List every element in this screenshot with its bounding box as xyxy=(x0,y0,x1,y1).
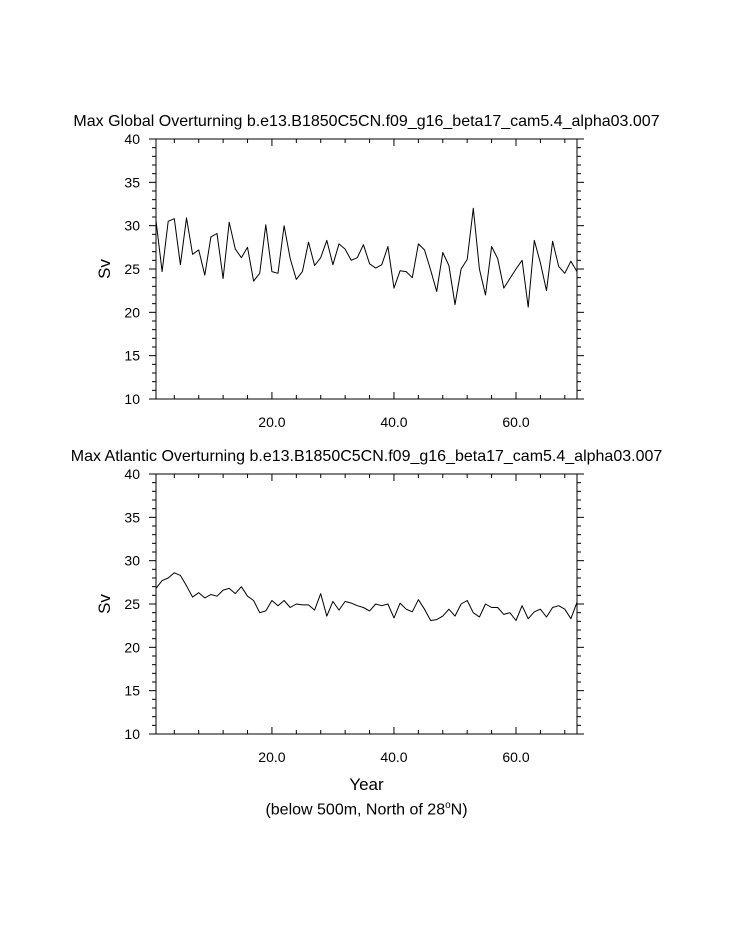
x-tick-label: 60.0 xyxy=(502,414,529,430)
caption-degree-superscript: o xyxy=(445,800,451,811)
y-tick-label: 10 xyxy=(124,391,140,407)
x-tick-label: 20.0 xyxy=(258,414,285,430)
y-tick-label: 10 xyxy=(124,726,140,742)
atlantic-overturning-panel: Max Atlantic Overturning b.e13.B1850C5CN… xyxy=(71,448,663,794)
x-axis-label: Year xyxy=(349,775,384,794)
chart-title: Max Atlantic Overturning b.e13.B1850C5CN… xyxy=(71,448,663,465)
x-tick-label: 20.0 xyxy=(258,749,285,765)
x-tick-label: 40.0 xyxy=(380,749,407,765)
x-tick-label: 40.0 xyxy=(380,414,407,430)
y-tick-label: 20 xyxy=(124,639,140,655)
plot-frame xyxy=(155,138,578,400)
chart-title: Max Global Overturning b.e13.B1850C5CN.f… xyxy=(73,113,659,130)
plot-frame xyxy=(155,473,578,735)
caption-suffix: N) xyxy=(450,801,468,819)
x-tick-label: 60.0 xyxy=(502,749,529,765)
y-axis-label: Sv xyxy=(95,594,114,614)
y-tick-label: 35 xyxy=(124,509,140,525)
y-tick-label: 20 xyxy=(124,304,140,320)
y-tick-label: 25 xyxy=(124,261,140,277)
global-overturning-panel: Max Global Overturning b.e13.B1850C5CN.f… xyxy=(73,113,659,430)
figure-caption: (below 500m, North of 28oN) xyxy=(0,800,733,819)
series-line xyxy=(155,207,578,308)
y-tick-label: 15 xyxy=(124,348,140,364)
y-tick-label: 40 xyxy=(124,131,140,147)
y-tick-label: 40 xyxy=(124,466,140,482)
series-line xyxy=(155,572,578,621)
y-tick-label: 30 xyxy=(124,218,140,234)
y-tick-label: 25 xyxy=(124,596,140,612)
y-axis-label: Sv xyxy=(95,259,114,279)
y-tick-label: 15 xyxy=(124,683,140,699)
caption-prefix: (below 500m, North of 28 xyxy=(265,801,446,819)
y-tick-label: 35 xyxy=(124,174,140,190)
y-tick-label: 30 xyxy=(124,553,140,569)
